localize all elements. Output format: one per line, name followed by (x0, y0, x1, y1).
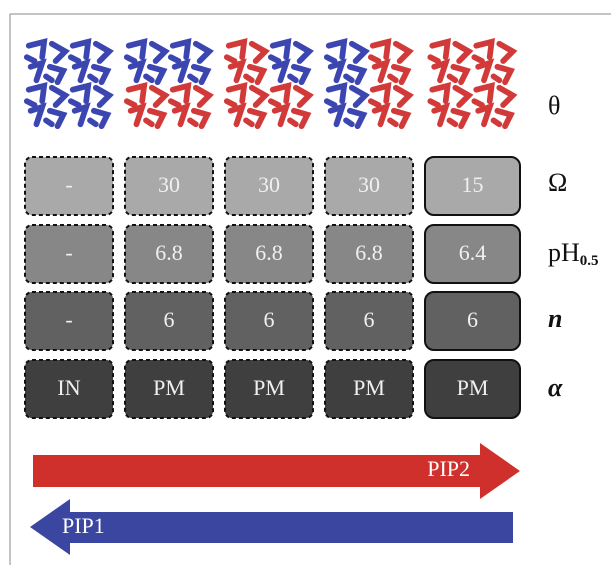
cell-value: 30 (158, 172, 180, 197)
cell (124, 156, 214, 216)
cell-value: 6.8 (155, 240, 183, 265)
arrow-pip2 (33, 443, 520, 499)
protein-part (227, 86, 265, 126)
cell-value: 30 (358, 172, 380, 197)
cell (324, 291, 414, 351)
cell-value: 6 (164, 307, 175, 332)
protein-part (430, 42, 468, 82)
cell (324, 224, 414, 284)
cell-value: 6 (264, 307, 275, 332)
cell (124, 359, 214, 419)
cell (424, 291, 521, 351)
cell-value: 6.4 (459, 240, 487, 265)
cell-value: IN (57, 375, 80, 400)
cell-value: 30 (258, 172, 280, 197)
cell (424, 359, 521, 419)
cell-value: PM (153, 375, 185, 400)
label-text: Ω (548, 168, 567, 197)
protein-part (430, 86, 468, 126)
cell (224, 156, 314, 216)
cell (224, 359, 314, 419)
protein-part (171, 86, 209, 126)
cell (24, 291, 114, 351)
protein-part (271, 42, 309, 82)
row-label: pH0.5 (548, 238, 599, 269)
cell-value: PM (253, 375, 285, 400)
cell-value: 6.8 (355, 240, 383, 265)
protein-part (27, 42, 65, 82)
protein-part (227, 42, 265, 82)
cell (324, 359, 414, 419)
label-text: pH (548, 238, 580, 267)
cell-value: 6 (364, 307, 375, 332)
arrow-label: PIP1 (62, 513, 105, 538)
cell (224, 224, 314, 284)
cell (24, 156, 114, 216)
protein-part (71, 42, 109, 82)
protein-part (474, 86, 512, 126)
protein-part (127, 42, 165, 82)
row-label: n (548, 304, 562, 333)
row-label: θ (548, 91, 560, 120)
cell (24, 359, 114, 419)
arrow-pip1 (30, 499, 513, 555)
cell (124, 291, 214, 351)
protein-part (327, 86, 365, 126)
cell (124, 224, 214, 284)
cell-value: 15 (462, 172, 484, 197)
protein-part (27, 86, 65, 126)
label-text: θ (548, 91, 560, 120)
row-label: Ω (548, 168, 567, 197)
cell-value: - (65, 172, 72, 197)
cell (424, 156, 521, 216)
label-text: n (548, 304, 562, 333)
cell-value: 6.8 (255, 240, 283, 265)
cell (424, 224, 521, 284)
protein-part (271, 86, 309, 126)
cell-value: PM (457, 375, 489, 400)
cell-value: - (65, 240, 72, 265)
cell-value: PM (353, 375, 385, 400)
protein-images (27, 42, 513, 126)
protein-part (371, 42, 409, 82)
protein-part (327, 42, 365, 82)
cell (324, 156, 414, 216)
protein-part (71, 86, 109, 126)
cell-value: - (65, 307, 72, 332)
arrow-label: PIP2 (427, 456, 470, 481)
protein-part (171, 42, 209, 82)
cell (24, 224, 114, 284)
table: - 30 30 30 15 - 6.8 6.8 6.8 6.4 - 6 6 6 6 IN PM PM PM PM (24, 156, 521, 419)
protein-part (371, 86, 409, 126)
label-subscript: 0.5 (580, 253, 599, 269)
protein-part (127, 86, 165, 126)
label-text: α (548, 373, 563, 402)
protein-part (474, 42, 512, 82)
cell (224, 291, 314, 351)
row-label: α (548, 373, 563, 402)
cell-value: 6 (467, 307, 478, 332)
